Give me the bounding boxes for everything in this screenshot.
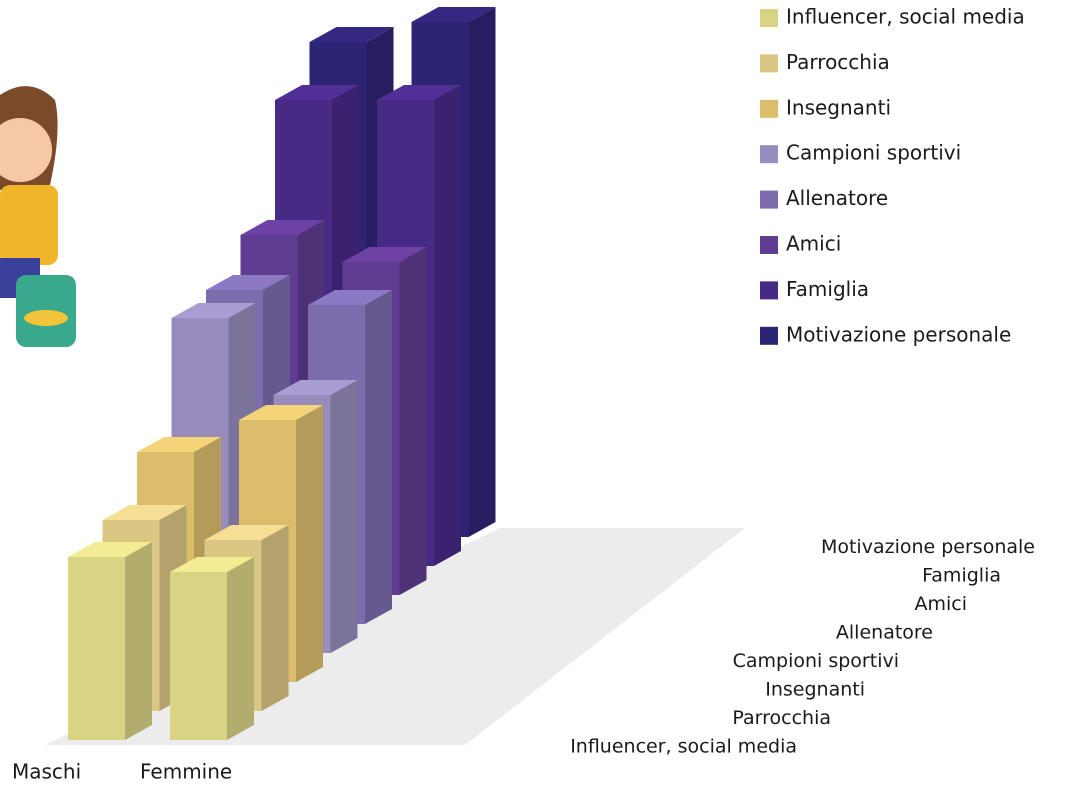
legend-label: Amici <box>786 232 841 256</box>
x-tick-label: Femmine <box>140 760 232 784</box>
bar-side <box>296 405 323 682</box>
bar <box>170 572 227 740</box>
bar-top <box>171 303 256 318</box>
legend-label: Influencer, social media <box>786 5 1025 29</box>
bar-top <box>411 7 496 22</box>
bar-top <box>170 557 254 572</box>
bar-top <box>102 505 187 520</box>
legend-label: Campioni sportivi <box>786 141 961 165</box>
bar-side <box>468 7 496 537</box>
bar-side <box>261 525 289 711</box>
bar-top <box>273 380 358 395</box>
legend-label: Parrocchia <box>786 50 890 74</box>
bar-side <box>227 557 254 740</box>
bar-top <box>240 220 325 235</box>
legend-label: Famiglia <box>786 277 869 301</box>
depth-tick-label: Motivazione personale <box>821 536 1035 558</box>
depth-tick-label: Parrocchia <box>732 707 831 729</box>
legend-swatch <box>760 145 778 164</box>
legend-swatch <box>760 9 778 27</box>
bar-side <box>330 380 358 653</box>
legend-swatch <box>760 190 778 209</box>
bar-top <box>275 85 359 100</box>
bar-top <box>342 247 427 262</box>
legend-label: Motivazione personale <box>786 322 1011 346</box>
bar <box>68 557 125 740</box>
depth-tick-label: Famiglia <box>922 565 1001 587</box>
bar-top <box>206 275 290 290</box>
bar-top <box>204 525 289 540</box>
bar-side <box>365 290 392 624</box>
bar-top <box>239 405 323 420</box>
legend-label: Insegnanti <box>786 95 891 119</box>
kid-face <box>0 118 52 182</box>
legend-swatch <box>760 99 778 118</box>
depth-tick-label: Insegnanti <box>765 679 865 701</box>
legend-label: Allenatore <box>786 186 888 210</box>
bars <box>68 7 496 740</box>
depth-tick-label: Campioni sportivi <box>733 650 899 672</box>
bar-side <box>399 247 427 595</box>
depth-tick-label: Amici <box>914 593 967 615</box>
legend-swatch <box>760 281 778 300</box>
bar-top <box>137 437 221 452</box>
depth-tick-label: Allenatore <box>836 622 933 644</box>
kid-bag-pocket <box>24 310 68 326</box>
legend-swatch <box>760 326 778 345</box>
illustration <box>0 86 76 347</box>
legend-swatch <box>760 236 778 254</box>
x-tick-label: Maschi <box>12 760 81 784</box>
bar-top <box>309 27 394 42</box>
legend-swatch <box>760 54 778 73</box>
bar-top <box>68 542 152 557</box>
bar-side <box>125 542 152 740</box>
kid-shirt <box>0 185 58 265</box>
bar-side <box>434 85 461 566</box>
bar-top <box>308 290 392 305</box>
depth-tick-label: Influencer, social media <box>570 736 797 758</box>
bar-top <box>377 85 461 100</box>
